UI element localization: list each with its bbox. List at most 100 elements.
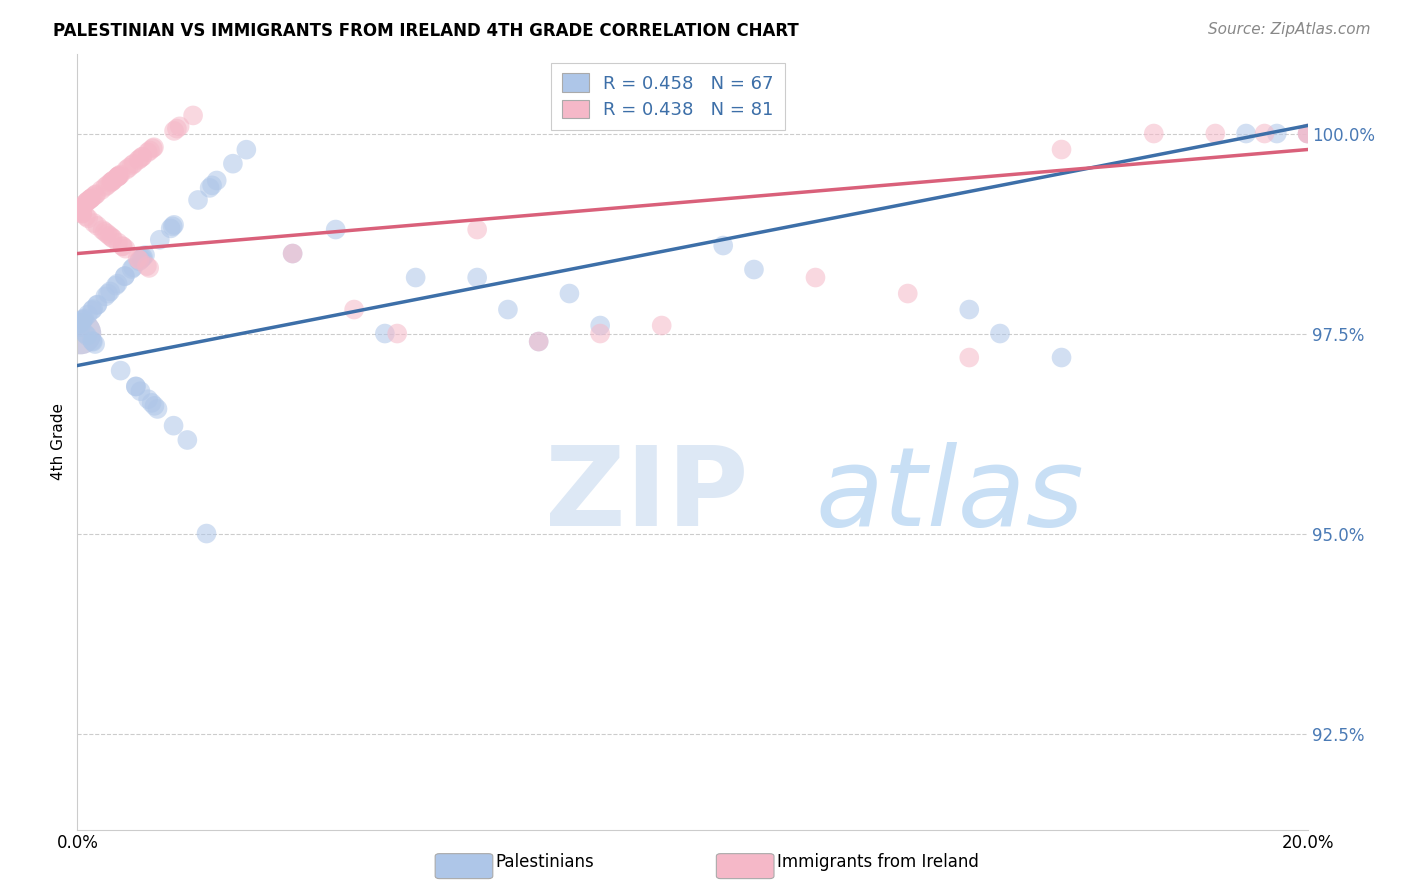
Point bbox=[131, 251, 153, 265]
Point bbox=[139, 144, 162, 158]
Point bbox=[343, 302, 366, 317]
Point bbox=[86, 219, 108, 233]
Point bbox=[127, 153, 149, 167]
Point bbox=[1296, 127, 1319, 141]
Point bbox=[205, 173, 228, 187]
Point bbox=[101, 231, 124, 245]
Text: Immigrants from Ireland: Immigrants from Ireland bbox=[776, 854, 979, 871]
Point bbox=[82, 301, 104, 316]
Point bbox=[86, 297, 108, 311]
Point bbox=[1296, 127, 1319, 141]
Point bbox=[103, 173, 125, 187]
Point bbox=[82, 334, 104, 348]
Point bbox=[107, 235, 129, 250]
Point bbox=[132, 250, 155, 264]
Point bbox=[125, 379, 148, 393]
Point bbox=[69, 204, 91, 219]
Point bbox=[114, 269, 136, 284]
Point bbox=[128, 152, 150, 166]
Point bbox=[104, 278, 127, 293]
Point bbox=[67, 202, 90, 216]
Point bbox=[129, 252, 152, 267]
Point bbox=[101, 174, 124, 188]
Point bbox=[82, 334, 104, 349]
Point bbox=[76, 194, 98, 209]
Legend: R = 0.458   N = 67, R = 0.438   N = 81: R = 0.458 N = 67, R = 0.438 N = 81 bbox=[551, 62, 785, 130]
Point bbox=[98, 176, 121, 190]
Point bbox=[107, 169, 129, 184]
Point bbox=[84, 187, 107, 202]
Point bbox=[125, 379, 148, 393]
Point bbox=[1050, 351, 1073, 365]
Point bbox=[84, 337, 107, 351]
Point bbox=[134, 248, 156, 262]
Point bbox=[67, 201, 90, 215]
Point bbox=[115, 162, 138, 177]
Point bbox=[957, 351, 980, 365]
Point bbox=[465, 270, 488, 285]
Point bbox=[79, 192, 101, 206]
Point bbox=[143, 399, 166, 413]
Point bbox=[94, 225, 117, 239]
Point bbox=[465, 222, 488, 236]
Point bbox=[96, 178, 118, 192]
Point bbox=[131, 150, 153, 164]
Point bbox=[72, 312, 94, 326]
Point bbox=[111, 239, 134, 253]
Point bbox=[100, 230, 122, 244]
Point bbox=[162, 219, 184, 234]
Point bbox=[166, 121, 188, 136]
Point bbox=[374, 326, 396, 341]
Point bbox=[67, 201, 90, 215]
Point bbox=[69, 320, 91, 334]
Point bbox=[589, 326, 612, 341]
Point bbox=[73, 326, 96, 341]
Text: ZIP: ZIP bbox=[546, 442, 748, 549]
Point bbox=[121, 158, 143, 172]
Point bbox=[527, 334, 550, 349]
Point bbox=[67, 201, 90, 215]
Point bbox=[76, 329, 98, 343]
Point bbox=[527, 334, 550, 349]
Point bbox=[198, 181, 221, 195]
Point bbox=[711, 238, 734, 252]
Point bbox=[76, 308, 98, 322]
Point bbox=[96, 227, 118, 241]
Point bbox=[114, 242, 136, 256]
Point bbox=[804, 270, 827, 285]
Point bbox=[72, 206, 94, 220]
Point bbox=[651, 318, 673, 333]
Point bbox=[159, 221, 181, 235]
Point bbox=[69, 326, 91, 341]
Point bbox=[163, 124, 186, 138]
Point bbox=[69, 317, 91, 331]
Point bbox=[108, 169, 131, 183]
Point bbox=[1204, 127, 1226, 141]
Point bbox=[897, 286, 920, 301]
Point bbox=[187, 193, 209, 207]
Point bbox=[141, 396, 163, 410]
Point bbox=[169, 120, 191, 134]
Point bbox=[122, 260, 145, 275]
Point bbox=[83, 216, 105, 230]
Text: PALESTINIAN VS IMMIGRANTS FROM IRELAND 4TH GRADE CORRELATION CHART: PALESTINIAN VS IMMIGRANTS FROM IRELAND 4… bbox=[53, 22, 799, 40]
Point bbox=[135, 259, 157, 273]
Point bbox=[558, 286, 581, 301]
Text: Palestinians: Palestinians bbox=[495, 854, 595, 871]
Point bbox=[69, 205, 91, 219]
Point bbox=[742, 262, 765, 277]
Point bbox=[142, 141, 165, 155]
Point bbox=[98, 228, 121, 243]
Point bbox=[589, 318, 612, 333]
Y-axis label: 4th Grade: 4th Grade bbox=[51, 403, 66, 480]
Point bbox=[117, 161, 139, 175]
Point bbox=[98, 285, 121, 299]
Point bbox=[162, 418, 184, 433]
Point bbox=[281, 246, 304, 260]
Point bbox=[100, 175, 122, 189]
Point bbox=[405, 270, 427, 285]
Point bbox=[105, 169, 128, 184]
Point bbox=[72, 313, 94, 327]
Point bbox=[121, 262, 143, 277]
Point bbox=[127, 252, 149, 266]
